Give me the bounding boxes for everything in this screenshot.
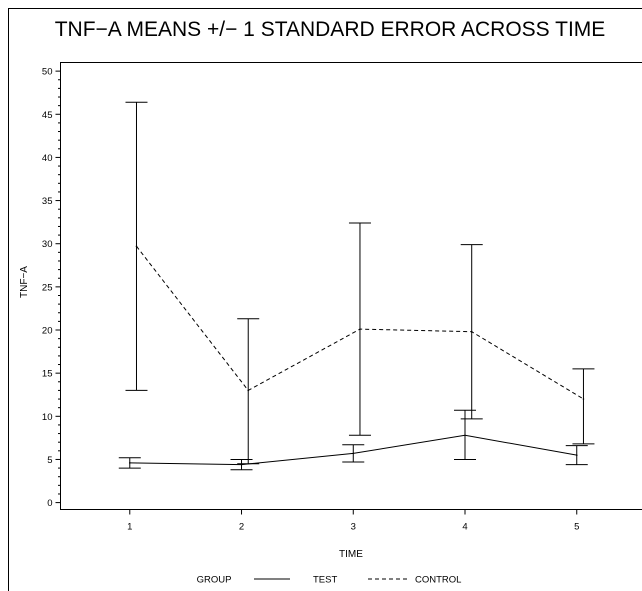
x-axis-label: TIME: [339, 549, 363, 560]
data-point-test: [575, 454, 578, 456]
y-tick-label: 15: [42, 369, 53, 380]
y-tick-label: 25: [42, 282, 53, 293]
data-point-control: [247, 389, 250, 392]
y-tick-label: 0: [47, 498, 52, 509]
plot-frame: [60, 62, 642, 510]
chart-title: TNF−A MEANS +/− 1 STANDARD ERROR ACROSS …: [55, 18, 606, 41]
x-tick-label: 3: [351, 522, 356, 533]
x-tick-label: 4: [462, 522, 467, 533]
error-bar-control: [572, 368, 595, 445]
y-tick-label: 50: [42, 67, 53, 78]
y-axis-label: TNF−A: [19, 266, 30, 298]
data-point-control: [470, 330, 473, 333]
data-point-test: [352, 452, 355, 455]
x-tick-label: 2: [239, 522, 244, 533]
y-tick-label: 5: [47, 455, 52, 466]
y-tick-label: 35: [42, 196, 53, 207]
legend-label-test: TEST: [313, 575, 337, 586]
y-tick-label: 10: [42, 412, 53, 423]
x-axis: 1 2 3 4 5: [127, 509, 579, 533]
data-point-control: [135, 245, 138, 248]
figure-border: [8, 8, 642, 591]
y-axis: 0 5 10 15 20 25 30 35 40 45 50: [42, 67, 61, 509]
data-point-test: [128, 462, 131, 464]
y-tick-label: 40: [42, 153, 53, 164]
y-tick-label: 20: [42, 326, 53, 337]
legend: GROUP TEST CONTROL: [197, 575, 462, 586]
legend-title: GROUP: [197, 575, 232, 586]
data-point-control: [359, 328, 361, 330]
data-point-test: [464, 434, 466, 437]
plot-series: [118, 101, 595, 471]
error-bar-control: [237, 318, 260, 465]
x-tick-label: 1: [127, 522, 132, 533]
y-tick-label: 30: [42, 239, 53, 250]
data-point-control: [582, 398, 585, 400]
legend-label-control: CONTROL: [415, 575, 461, 586]
y-tick-label: 45: [42, 110, 53, 121]
x-tick-label: 5: [574, 522, 579, 533]
